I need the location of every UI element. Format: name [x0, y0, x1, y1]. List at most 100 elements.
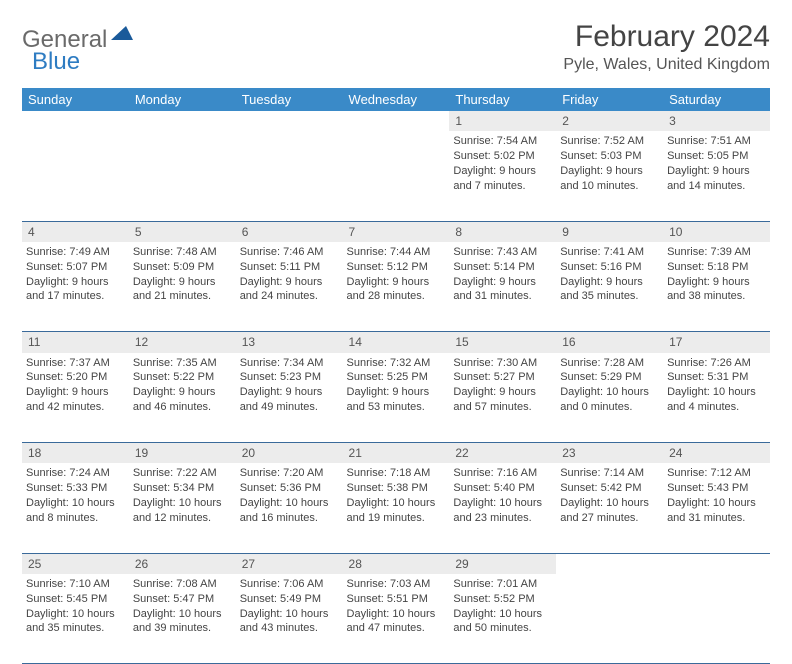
daylight-line: Daylight: 10 hours and 4 minutes. [667, 385, 766, 415]
daylight-line: Daylight: 10 hours and 31 minutes. [667, 496, 766, 526]
sunrise-line: Sunrise: 7:26 AM [667, 356, 766, 371]
sunset-line: Sunset: 5:18 PM [667, 260, 766, 275]
day-number-cell: 6 [236, 221, 343, 242]
weekday-header: Saturday [663, 88, 770, 111]
day-detail-cell: Sunrise: 7:32 AMSunset: 5:25 PMDaylight:… [343, 353, 450, 443]
daylight-line: Daylight: 10 hours and 27 minutes. [560, 496, 659, 526]
day-detail-cell: Sunrise: 7:14 AMSunset: 5:42 PMDaylight:… [556, 463, 663, 553]
sunrise-line: Sunrise: 7:03 AM [347, 577, 446, 592]
sunset-line: Sunset: 5:03 PM [560, 149, 659, 164]
day-detail-row: Sunrise: 7:49 AMSunset: 5:07 PMDaylight:… [22, 242, 770, 332]
weekday-header: Sunday [22, 88, 129, 111]
daylight-line: Daylight: 10 hours and 12 minutes. [133, 496, 232, 526]
day-number-cell: 20 [236, 443, 343, 464]
weekday-header-row: SundayMondayTuesdayWednesdayThursdayFrid… [22, 88, 770, 111]
daylight-line: Daylight: 9 hours and 35 minutes. [560, 275, 659, 305]
sunset-line: Sunset: 5:27 PM [453, 370, 552, 385]
day-number-cell: 22 [449, 443, 556, 464]
day-number-row: 2526272829 [22, 553, 770, 574]
sunset-line: Sunset: 5:51 PM [347, 592, 446, 607]
sunrise-line: Sunrise: 7:06 AM [240, 577, 339, 592]
day-detail-cell: Sunrise: 7:34 AMSunset: 5:23 PMDaylight:… [236, 353, 343, 443]
day-detail-cell [236, 131, 343, 221]
day-number-row: 123 [22, 111, 770, 131]
daylight-line: Daylight: 10 hours and 16 minutes. [240, 496, 339, 526]
weekday-header: Thursday [449, 88, 556, 111]
daylight-line: Daylight: 9 hours and 57 minutes. [453, 385, 552, 415]
day-number-cell [236, 111, 343, 131]
day-number-cell: 16 [556, 332, 663, 353]
day-detail-cell: Sunrise: 7:16 AMSunset: 5:40 PMDaylight:… [449, 463, 556, 553]
day-number-cell [129, 111, 236, 131]
day-number-cell: 12 [129, 332, 236, 353]
sunset-line: Sunset: 5:25 PM [347, 370, 446, 385]
sunset-line: Sunset: 5:11 PM [240, 260, 339, 275]
day-number-cell [556, 553, 663, 574]
daylight-line: Daylight: 10 hours and 39 minutes. [133, 607, 232, 637]
day-number-cell: 3 [663, 111, 770, 131]
day-number-cell: 24 [663, 443, 770, 464]
sunset-line: Sunset: 5:45 PM [26, 592, 125, 607]
sunset-line: Sunset: 5:34 PM [133, 481, 232, 496]
sunset-line: Sunset: 5:23 PM [240, 370, 339, 385]
location: Pyle, Wales, United Kingdom [563, 56, 770, 74]
day-detail-row: Sunrise: 7:37 AMSunset: 5:20 PMDaylight:… [22, 353, 770, 443]
day-detail-row: Sunrise: 7:24 AMSunset: 5:33 PMDaylight:… [22, 463, 770, 553]
title-block: February 2024 Pyle, Wales, United Kingdo… [563, 20, 770, 74]
day-detail-cell [129, 131, 236, 221]
day-number-cell: 23 [556, 443, 663, 464]
day-detail-cell: Sunrise: 7:49 AMSunset: 5:07 PMDaylight:… [22, 242, 129, 332]
day-detail-cell: Sunrise: 7:18 AMSunset: 5:38 PMDaylight:… [343, 463, 450, 553]
daylight-line: Daylight: 9 hours and 46 minutes. [133, 385, 232, 415]
day-number-cell: 14 [343, 332, 450, 353]
daylight-line: Daylight: 9 hours and 24 minutes. [240, 275, 339, 305]
sunset-line: Sunset: 5:29 PM [560, 370, 659, 385]
day-detail-cell: Sunrise: 7:26 AMSunset: 5:31 PMDaylight:… [663, 353, 770, 443]
daylight-line: Daylight: 9 hours and 7 minutes. [453, 164, 552, 194]
day-detail-cell: Sunrise: 7:06 AMSunset: 5:49 PMDaylight:… [236, 574, 343, 664]
day-detail-cell: Sunrise: 7:08 AMSunset: 5:47 PMDaylight:… [129, 574, 236, 664]
day-detail-cell: Sunrise: 7:52 AMSunset: 5:03 PMDaylight:… [556, 131, 663, 221]
day-detail-cell [343, 131, 450, 221]
day-detail-cell: Sunrise: 7:10 AMSunset: 5:45 PMDaylight:… [22, 574, 129, 664]
day-detail-cell: Sunrise: 7:46 AMSunset: 5:11 PMDaylight:… [236, 242, 343, 332]
sunset-line: Sunset: 5:43 PM [667, 481, 766, 496]
day-number-cell: 27 [236, 553, 343, 574]
sunrise-line: Sunrise: 7:14 AM [560, 466, 659, 481]
daylight-line: Daylight: 10 hours and 47 minutes. [347, 607, 446, 637]
sunset-line: Sunset: 5:02 PM [453, 149, 552, 164]
daylight-line: Daylight: 9 hours and 42 minutes. [26, 385, 125, 415]
day-number-row: 18192021222324 [22, 443, 770, 464]
sunset-line: Sunset: 5:49 PM [240, 592, 339, 607]
day-detail-cell: Sunrise: 7:51 AMSunset: 5:05 PMDaylight:… [663, 131, 770, 221]
day-number-cell: 4 [22, 221, 129, 242]
day-number-cell: 11 [22, 332, 129, 353]
day-detail-cell: Sunrise: 7:03 AMSunset: 5:51 PMDaylight:… [343, 574, 450, 664]
day-number-cell: 25 [22, 553, 129, 574]
sunset-line: Sunset: 5:38 PM [347, 481, 446, 496]
day-detail-cell: Sunrise: 7:37 AMSunset: 5:20 PMDaylight:… [22, 353, 129, 443]
sunset-line: Sunset: 5:09 PM [133, 260, 232, 275]
daylight-line: Daylight: 10 hours and 23 minutes. [453, 496, 552, 526]
day-detail-cell: Sunrise: 7:48 AMSunset: 5:09 PMDaylight:… [129, 242, 236, 332]
daylight-line: Daylight: 9 hours and 28 minutes. [347, 275, 446, 305]
day-detail-cell [556, 574, 663, 664]
day-detail-cell [663, 574, 770, 664]
weekday-header: Monday [129, 88, 236, 111]
sunset-line: Sunset: 5:22 PM [133, 370, 232, 385]
day-detail-cell: Sunrise: 7:35 AMSunset: 5:22 PMDaylight:… [129, 353, 236, 443]
day-number-cell [343, 111, 450, 131]
day-number-cell: 17 [663, 332, 770, 353]
day-number-cell: 19 [129, 443, 236, 464]
sunset-line: Sunset: 5:42 PM [560, 481, 659, 496]
sunrise-line: Sunrise: 7:16 AM [453, 466, 552, 481]
day-detail-cell: Sunrise: 7:43 AMSunset: 5:14 PMDaylight:… [449, 242, 556, 332]
sunrise-line: Sunrise: 7:54 AM [453, 134, 552, 149]
sunset-line: Sunset: 5:14 PM [453, 260, 552, 275]
day-detail-cell: Sunrise: 7:39 AMSunset: 5:18 PMDaylight:… [663, 242, 770, 332]
logo-text-b: Blue [32, 48, 80, 76]
sunrise-line: Sunrise: 7:20 AM [240, 466, 339, 481]
day-number-cell: 21 [343, 443, 450, 464]
sunrise-line: Sunrise: 7:34 AM [240, 356, 339, 371]
day-number-cell [22, 111, 129, 131]
